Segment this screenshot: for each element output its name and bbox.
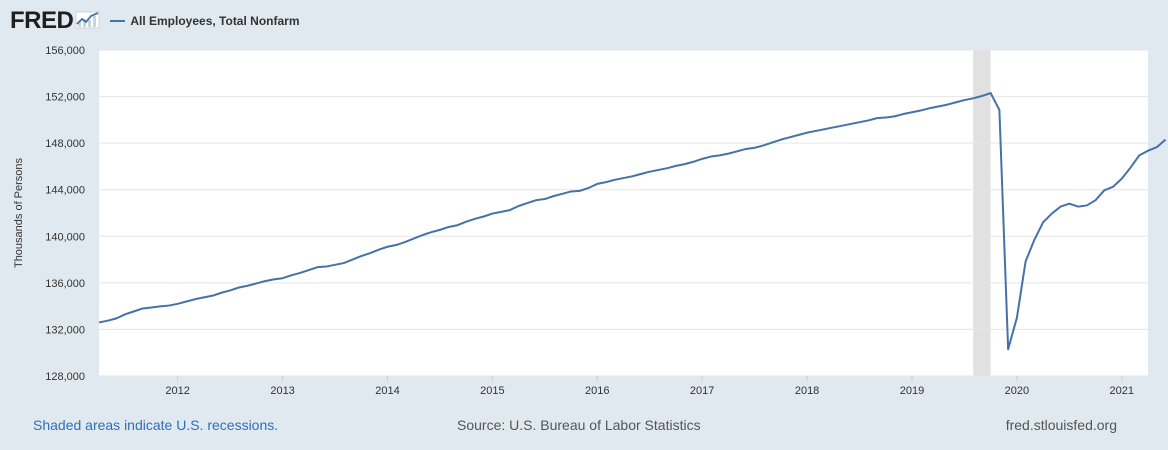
y-tick-label: 156,000 (45, 45, 85, 57)
x-axis-ticks: 2012 2013 2014 2015 2016 2017 2018 2019 2020 2021 (165, 376, 1134, 397)
trend-chart-icon (75, 11, 100, 29)
x-tick-label: 2016 (585, 385, 609, 397)
grid-lines (99, 49, 1148, 377)
x-tick-label: 2019 (900, 385, 924, 397)
chart-header: FRED All Employees, Total Nonfarm (10, 8, 300, 34)
series-line[interactable] (98, 92, 1167, 351)
recession-bands (973, 50, 991, 376)
y-axis-ticks: 128,000 132,000 136,000 140,000 144,000 148,0… (45, 45, 85, 383)
x-tick-label: 2012 (165, 385, 189, 397)
x-tick-label: 2020 (1005, 385, 1029, 397)
y-tick-label: 140,000 (45, 231, 85, 243)
x-tick-label: 2018 (795, 385, 819, 397)
source-text: Source: U.S. Bureau of Labor Statistics (457, 417, 701, 433)
series-lines (98, 92, 1167, 351)
fred-logo-text: FRED (10, 7, 74, 34)
x-tick-label: 2014 (375, 385, 399, 397)
legend-label[interactable]: All Employees, Total Nonfarm (130, 14, 300, 28)
y-tick-label: 136,000 (45, 278, 85, 290)
y-tick-label: 144,000 (45, 185, 85, 197)
recession-note[interactable]: Shaded areas indicate U.S. recessions. (33, 417, 279, 433)
y-axis-label: Thousands of Persons (13, 157, 25, 268)
site-link[interactable]: fred.stlouisfed.org (1005, 417, 1117, 433)
legend-swatch (110, 20, 126, 22)
x-tick-label: 2021 (1110, 385, 1134, 397)
y-tick-label: 132,000 (45, 324, 85, 336)
x-tick-label: 2015 (480, 385, 504, 397)
fred-logo[interactable]: FRED (10, 9, 101, 33)
recession-band (973, 50, 991, 376)
x-tick-label: 2017 (690, 385, 714, 397)
y-tick-label: 128,000 (45, 371, 85, 383)
y-tick-label: 152,000 (45, 92, 85, 104)
x-tick-label: 2013 (270, 385, 294, 397)
y-tick-label: 148,000 (45, 138, 85, 150)
chart-legend: All Employees, Total Nonfarm (110, 14, 300, 28)
